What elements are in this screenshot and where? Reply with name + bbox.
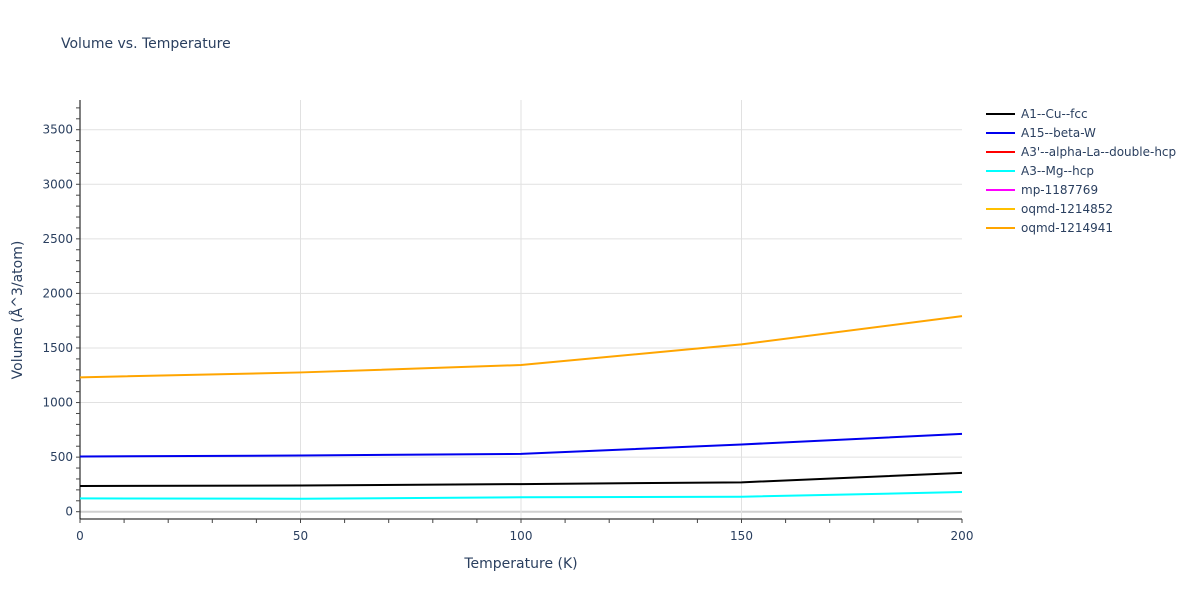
x-tick-label: 200 (951, 529, 974, 543)
legend-label: A3--Mg--hcp (1021, 164, 1094, 178)
grid-lines (80, 100, 962, 519)
legend-item[interactable]: A3--Mg--hcp (986, 164, 1094, 178)
series-line-oqmd-1214941 (79, 315, 963, 379)
series-line-a15-beta-w (79, 432, 963, 458)
legend-label: oqmd-1214852 (1021, 202, 1113, 216)
legend-label: oqmd-1214941 (1021, 221, 1113, 235)
axes: 0 500 1000 1500 2000 2500 3000 3500 0 50 100 150 200 (42, 100, 973, 543)
chart-title: Volume vs. Temperature (61, 36, 231, 52)
y-tick-label: 3000 (42, 177, 73, 191)
y-tick-label: 500 (50, 450, 73, 464)
series-line-a3-mg-hcp (79, 491, 963, 500)
x-tick-label: 100 (510, 529, 533, 543)
legend-label: mp-1187769 (1021, 183, 1098, 197)
legend-label: A3'--alpha-La--double-hcp (1021, 145, 1176, 159)
legend-label: A1--Cu--fcc (1021, 107, 1088, 121)
y-tick-label: 0 (65, 505, 73, 519)
x-axis-title: Temperature (K) (463, 556, 577, 572)
y-tick-label: 3500 (42, 123, 73, 137)
legend-item[interactable]: A1--Cu--fcc (986, 107, 1088, 121)
y-tick-label: 1500 (42, 341, 73, 355)
x-tick-label: 50 (293, 529, 308, 543)
y-tick-label: 1000 (42, 396, 73, 410)
legend-item[interactable]: mp-1187769 (986, 183, 1098, 197)
y-tick-label: 2000 (42, 286, 73, 300)
plot-series (79, 315, 963, 500)
x-tick-label: 150 (730, 529, 753, 543)
series-line-a1-cu-fcc (79, 471, 963, 488)
legend-label: A15--beta-W (1021, 126, 1096, 140)
x-tick-label: 0 (76, 529, 84, 543)
y-tick-label: 2500 (42, 232, 73, 246)
y-axis-title: Volume (Å^3/atom) (9, 241, 26, 380)
legend-item[interactable]: oqmd-1214852 (986, 202, 1113, 216)
legend-item[interactable]: oqmd-1214941 (986, 221, 1113, 235)
legend: A1--Cu--fcc A15--beta-W A3'--alpha-La--dou… (986, 107, 1176, 235)
legend-item[interactable]: A3'--alpha-La--double-hcp (986, 145, 1176, 159)
legend-item[interactable]: A15--beta-W (986, 126, 1096, 140)
